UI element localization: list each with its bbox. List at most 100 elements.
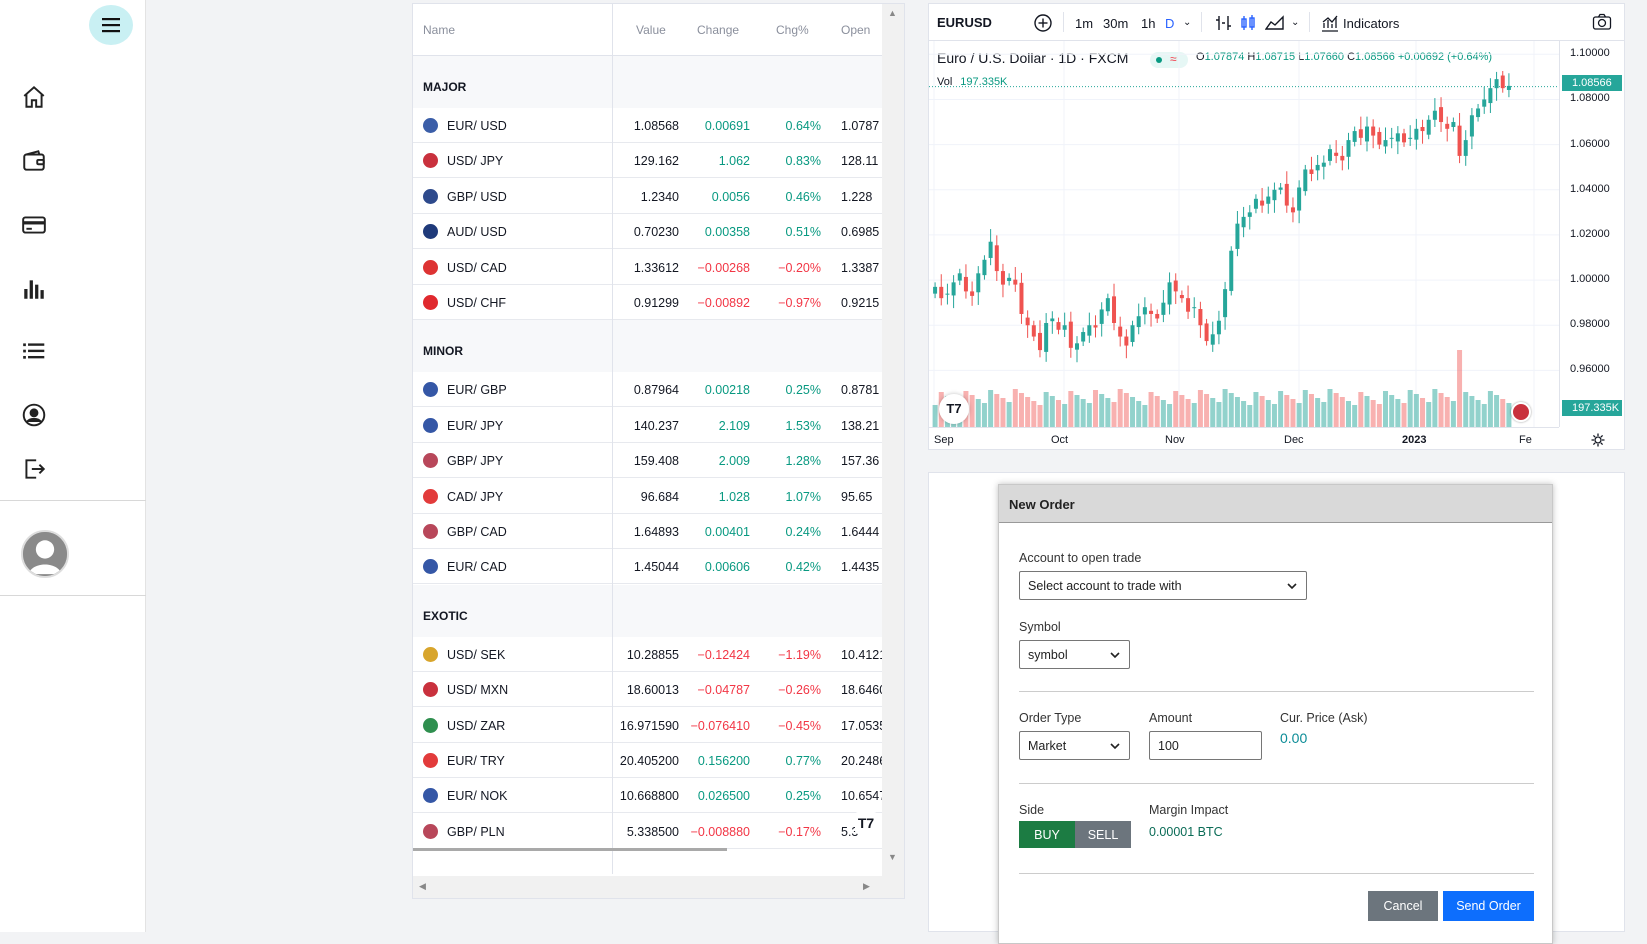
time-tick-label: Dec <box>1284 434 1304 446</box>
sell-button[interactable]: SELL <box>1075 821 1131 848</box>
timeframe-d[interactable]: D <box>1165 16 1175 31</box>
timeframe-1m[interactable]: 1m <box>1075 16 1094 31</box>
chg-pct-cell: 0.25% <box>785 383 821 398</box>
candle <box>1432 98 1437 127</box>
table-row[interactable]: EUR/ JPY 140.237 2.109 1.53% 138.21 <box>413 408 883 443</box>
nav-cards[interactable] <box>21 212 47 238</box>
symbol-cell: EUR/ GBP <box>447 383 507 398</box>
col-open[interactable]: Open <box>841 23 871 37</box>
change-cell: 0.00401 <box>704 525 750 539</box>
col-change[interactable]: Change <box>697 23 740 37</box>
table-row[interactable]: EUR/ GBP 0.87964 0.00218 0.25% 0.8781 <box>413 372 883 408</box>
open-cell: 10.4121 <box>841 647 883 662</box>
volume-bar <box>1426 402 1432 427</box>
scroll-right-icon[interactable]: ▶ <box>863 881 870 891</box>
area-style-icon[interactable] <box>1265 14 1285 32</box>
send-order-button[interactable]: Send Order <box>1443 891 1534 921</box>
order-type-select[interactable]: Market <box>1019 731 1130 760</box>
table-row[interactable]: EUR/ CAD 1.45044 0.00606 0.42% 1.4435 <box>413 549 883 585</box>
indicators-icon[interactable] <box>1321 14 1339 32</box>
nav-profile[interactable] <box>21 402 47 428</box>
candle <box>1488 78 1493 113</box>
time-tick-label: Sep <box>934 434 954 446</box>
add-symbol-icon[interactable] <box>1033 13 1053 33</box>
time-axis[interactable]: Sep Oct Nov Dec 2023 Fe <box>929 427 1605 449</box>
avatar[interactable] <box>21 530 69 578</box>
symbol-select[interactable]: symbol <box>1019 640 1130 669</box>
timeframe-30m[interactable]: 30m <box>1103 16 1129 31</box>
table-row[interactable]: GBP/ USD 1.2340 0.0056 0.46% 1.228 <box>413 179 883 214</box>
candle <box>1247 205 1252 230</box>
bar-style-icon[interactable] <box>1214 14 1232 32</box>
price-scale[interactable]: 1.08566 197.335K 1.10000 1.08000 1.06000 1.… <box>1559 41 1624 427</box>
candle <box>1105 293 1110 316</box>
group-header: EXOTIC <box>413 584 883 637</box>
table-row[interactable]: USD/ JPY 129.162 1.062 0.83% 128.11 <box>413 143 883 179</box>
group-title: MINOR <box>423 344 463 359</box>
table-row[interactable]: CAD/ JPY 96.684 1.028 1.07% 95.65 <box>413 479 883 514</box>
group-title: MAJOR <box>423 80 467 94</box>
menu-toggle-button[interactable] <box>89 5 133 45</box>
candle <box>951 275 956 309</box>
sidebar-divider <box>0 595 146 596</box>
volume-bar <box>1000 398 1006 427</box>
camera-icon[interactable] <box>1592 13 1612 31</box>
table-row[interactable]: GBP/ CAD 1.64893 0.00401 0.24% 1.6444 <box>413 514 883 549</box>
amount-input[interactable]: 100 <box>1149 731 1262 760</box>
scroll-down-icon[interactable]: ▼ <box>888 852 897 862</box>
settings-gear-icon[interactable] <box>1591 433 1605 447</box>
hamburger-icon <box>102 18 120 33</box>
nav-analytics[interactable] <box>21 276 47 302</box>
table-row[interactable]: GBP/ JPY 159.408 2.009 1.28% 157.36 <box>413 443 883 479</box>
nav-wallet[interactable] <box>21 148 47 174</box>
chg-pct-cell: 0.42% <box>785 560 821 575</box>
horizontal-scroll-thumb[interactable] <box>413 848 727 851</box>
volume-bar <box>1345 401 1351 427</box>
currency-flag-icon <box>423 224 438 240</box>
chart-type-chevron-icon[interactable]: ⌄ <box>1291 17 1300 28</box>
table-row[interactable]: EUR/ NOK 10.668800 0.026500 0.25% 10.65478 <box>413 778 883 814</box>
chg-pct-cell: 1.28% <box>785 454 821 469</box>
currency-flag-icon <box>423 153 438 169</box>
scroll-left-icon[interactable]: ◀ <box>419 881 426 891</box>
cancel-button[interactable]: Cancel <box>1368 891 1438 921</box>
horizontal-scrollbar[interactable]: ◀ ▶ <box>413 876 883 898</box>
user-avatar-icon <box>23 532 67 576</box>
table-row[interactable]: USD/ CHF 0.91299 −0.00892 −0.97% 0.9215 <box>413 285 883 320</box>
table-row[interactable]: GBP/ PLN 5.338500 −0.008880 −0.17% 5.3 <box>413 814 883 849</box>
chart-symbol[interactable]: EURUSD <box>937 15 992 30</box>
account-select[interactable]: Select account to trade with <box>1019 571 1307 600</box>
nav-list[interactable] <box>21 338 47 364</box>
value-cell: 1.45044 <box>633 560 679 575</box>
table-row[interactable]: USD/ CAD 1.33612 −0.00268 −0.20% 1.3387 <box>413 250 883 285</box>
nav-home[interactable] <box>21 84 47 110</box>
us-flag-icon[interactable] <box>1511 402 1531 422</box>
table-row[interactable]: USD/ ZAR 16.971590 −0.076410 −0.45% 17.05350 <box>413 708 883 743</box>
col-chg-pct[interactable]: Chg% <box>776 23 809 37</box>
candle <box>1340 145 1345 171</box>
table-row[interactable]: EUR/ TRY 20.405200 0.156200 0.77% 20.24860 <box>413 743 883 778</box>
table-row[interactable]: USD/ SEK 10.28855 −0.12424 −1.19% 10.4121 <box>413 637 883 672</box>
timeframe-1h[interactable]: 1h <box>1141 16 1156 31</box>
indicators-button[interactable]: Indicators <box>1343 16 1400 31</box>
candles-style-icon[interactable] <box>1239 14 1257 32</box>
value-cell: 0.87964 <box>633 383 679 398</box>
candle <box>1142 297 1147 325</box>
nav-logout[interactable] <box>21 456 47 482</box>
timeframe-chevron-icon[interactable]: ⌄ <box>1183 17 1192 28</box>
volume-bar <box>1383 391 1389 427</box>
col-value[interactable]: Value <box>636 23 666 37</box>
buy-button[interactable]: BUY <box>1019 821 1075 848</box>
status-dot-icon <box>1156 57 1162 63</box>
scroll-up-icon[interactable]: ▲ <box>888 8 897 18</box>
table-row[interactable]: AUD/ USD 0.70230 0.00358 0.51% 0.6985 <box>413 214 883 250</box>
open-cell: 128.11 <box>841 154 879 169</box>
volume-bar <box>1290 399 1296 427</box>
table-row[interactable]: USD/ MXN 18.60013 −0.04787 −0.26% 18.6460 <box>413 672 883 708</box>
col-name[interactable]: Name <box>423 23 456 37</box>
tradingview-logo-icon[interactable]: T7 <box>939 394 969 424</box>
table-row[interactable]: EUR/ USD 1.08568 0.00691 0.64% 1.0787 <box>413 108 883 143</box>
vertical-scrollbar[interactable]: ▲ ▼ <box>882 4 904 898</box>
change-cell: 2.009 <box>718 454 750 469</box>
price-chart[interactable] <box>929 41 1559 427</box>
